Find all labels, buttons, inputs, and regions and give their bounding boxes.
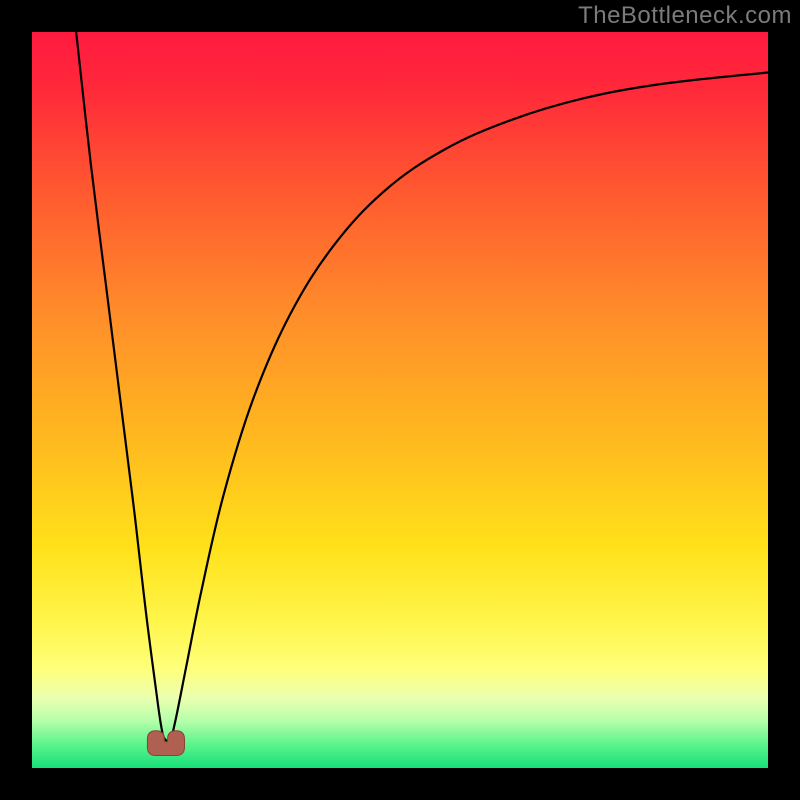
plot-svg — [32, 32, 768, 768]
chart-stage: TheBottleneck.com — [0, 0, 800, 800]
watermark-text: TheBottleneck.com — [578, 2, 792, 30]
plot-frame — [32, 32, 768, 768]
plot-background — [32, 32, 768, 768]
